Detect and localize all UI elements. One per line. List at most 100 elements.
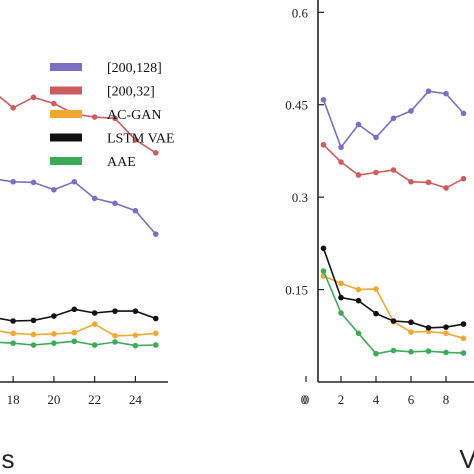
data-point-200-32 (460, 175, 467, 182)
data-point-200-128 (425, 88, 432, 94)
data-point-ac-gan (355, 286, 362, 293)
data-point-aae (355, 330, 362, 337)
x-tick-label: 24 (129, 392, 143, 407)
data-point-aae (91, 342, 98, 348)
data-point-200-128 (443, 90, 449, 97)
data-point-200-32 (51, 100, 57, 107)
x-tick-label: 0 (303, 392, 310, 407)
legend-label-lstm-vae: LSTM VAE (107, 132, 175, 147)
data-point-200-32 (408, 178, 414, 185)
data-point-lstm-vae (443, 324, 449, 330)
data-point-200-128 (132, 207, 139, 214)
data-point-aae (10, 340, 16, 346)
data-point-lstm-vae (51, 313, 57, 319)
series-line-200-32 (322, 144, 464, 189)
series-line-ac-gan (0, 323, 156, 337)
series-line-aae (322, 270, 464, 355)
legend-label-200-128: [200,128] (107, 61, 162, 76)
data-point-lstm-vae (355, 297, 362, 304)
data-point-200-128 (10, 178, 16, 185)
data-point-lstm-vae (390, 318, 397, 324)
data-point-200-128 (355, 121, 362, 128)
series-line-aae (0, 340, 156, 347)
data-point-ac-gan (10, 330, 16, 337)
data-point-ac-gan (460, 335, 467, 342)
data-point-aae (112, 339, 118, 345)
legend-swatch-ac-gan (50, 110, 82, 118)
data-point-200-32 (152, 150, 159, 156)
data-point-aae (460, 350, 467, 356)
data-point-200-128 (460, 110, 467, 117)
y-tick-label: 0.3 (292, 190, 308, 205)
y-tick-label: 0.15 (285, 283, 308, 298)
data-point-200-32 (355, 172, 362, 178)
data-point-200-32 (390, 167, 397, 173)
data-point-200-32 (132, 137, 139, 143)
data-point-ac-gan (408, 329, 414, 335)
data-point-200-128 (408, 108, 414, 114)
data-point-ac-gan (443, 330, 449, 337)
x-tick-label: 6 (408, 392, 415, 407)
x-axis-label: V (459, 444, 474, 474)
data-point-lstm-vae (152, 315, 159, 322)
data-point-lstm-vae (460, 321, 467, 327)
data-point-200-32 (338, 159, 344, 165)
data-point-ac-gan (152, 330, 159, 337)
data-point-200-128 (338, 144, 344, 151)
data-point-ac-gan (51, 331, 57, 337)
x-tick-label: 4 (373, 392, 380, 407)
data-point-200-32 (443, 185, 449, 191)
data-point-ac-gan (30, 331, 37, 338)
series-line-lstm-vae (0, 308, 157, 322)
legend-label-200-32: [200,32] (107, 85, 155, 100)
series-line-ac-gan (323, 275, 464, 340)
panel-left: 1618202224s (0, 94, 168, 474)
data-point-lstm-vae (320, 245, 327, 252)
data-point-aae (338, 310, 344, 316)
data-point-aae (408, 349, 414, 355)
data-point-200-32 (91, 114, 98, 120)
data-point-200-128 (71, 178, 78, 185)
origin-label: 0 (301, 392, 308, 407)
data-point-lstm-vae (338, 294, 344, 301)
data-point-ac-gan (338, 280, 344, 287)
data-point-lstm-vae (425, 324, 432, 331)
panel-right: 0 2 4 6 80.150.30.450.6V0 (285, 0, 474, 474)
data-point-200-128 (373, 134, 379, 141)
data-point-200-128 (320, 97, 327, 103)
data-point-lstm-vae (132, 308, 139, 314)
x-tick-label: 18 (7, 392, 20, 407)
data-point-200-128 (91, 195, 98, 202)
data-point-lstm-vae (30, 317, 37, 324)
legend-swatch-lstm-vae (50, 133, 82, 142)
data-point-aae (71, 338, 78, 345)
legend-swatch-aae (50, 157, 82, 165)
x-tick-label: 8 (443, 392, 450, 407)
data-point-aae (320, 268, 327, 274)
data-point-lstm-vae (71, 306, 78, 313)
data-point-200-128 (152, 231, 159, 237)
x-tick-label: 20 (47, 392, 60, 407)
data-point-200-32 (112, 115, 118, 122)
data-point-ac-gan (373, 286, 379, 292)
data-point-aae (30, 342, 37, 348)
data-point-aae (425, 348, 432, 354)
data-point-200-32 (30, 94, 37, 101)
data-point-200-128 (112, 200, 118, 207)
data-point-ac-gan (132, 332, 139, 338)
data-point-aae (51, 340, 57, 346)
data-point-aae (373, 350, 379, 357)
legend-label-aae: AAE (107, 155, 136, 170)
data-point-lstm-vae (91, 310, 98, 316)
data-point-aae (132, 342, 139, 349)
data-point-lstm-vae (373, 310, 379, 317)
legend: [200,128] [200,32] AC-GAN LSTM VAE AAE (50, 61, 175, 170)
x-axis-label: s (2, 444, 15, 474)
data-point-200-32 (320, 141, 327, 148)
data-point-200-128 (30, 179, 37, 186)
data-point-lstm-vae (10, 318, 16, 324)
data-point-ac-gan (71, 329, 78, 336)
data-point-lstm-vae (112, 308, 118, 314)
data-point-200-32 (425, 179, 432, 186)
x-tick-label: 22 (88, 392, 101, 407)
